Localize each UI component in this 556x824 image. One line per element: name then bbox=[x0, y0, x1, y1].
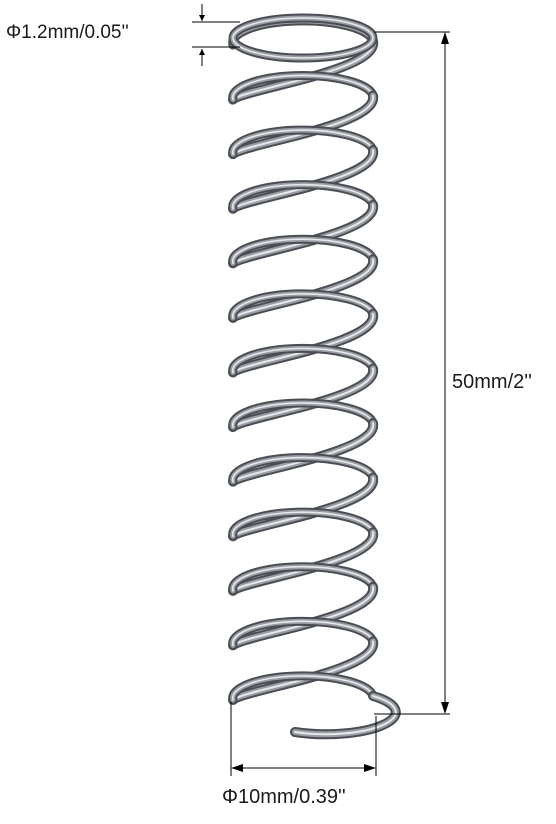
outer-diameter-label: Φ10mm/0.39'' bbox=[222, 786, 346, 808]
wire-diameter-arrowhead-bottom bbox=[199, 49, 205, 55]
od-arrowhead-right bbox=[364, 764, 376, 772]
wire-diameter-label: Φ1.2mm/0.05'' bbox=[6, 22, 129, 43]
spring-coil bbox=[228, 671, 401, 740]
spring-coils bbox=[228, 13, 401, 740]
od-arrowhead-left bbox=[231, 764, 243, 772]
length-arrowhead-bottom bbox=[441, 702, 449, 714]
spring-top-ring-shine bbox=[232, 17, 374, 59]
free-length-label: 50mm/2'' bbox=[452, 371, 532, 393]
dimension-lines bbox=[192, 4, 450, 776]
length-arrowhead-top bbox=[441, 32, 449, 44]
wire-diameter-arrowhead-top bbox=[199, 15, 205, 21]
